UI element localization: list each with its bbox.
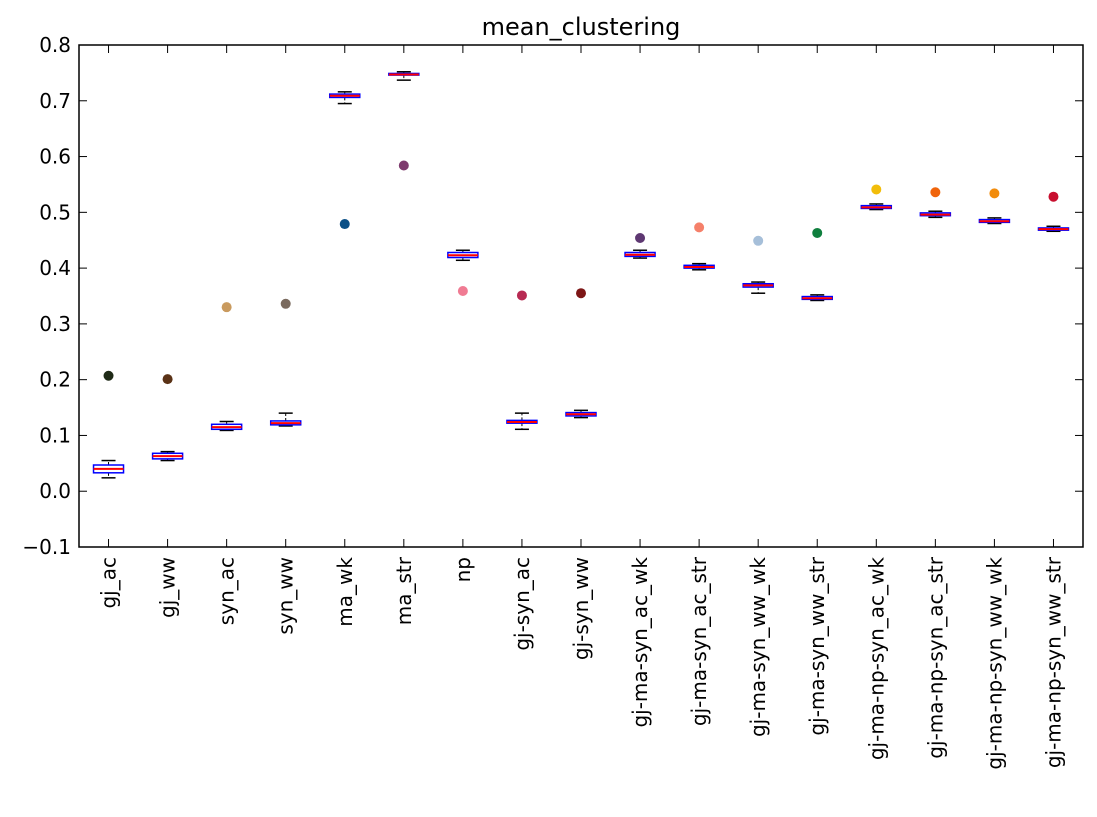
box-syn_ac [210, 420, 243, 432]
point-gj-ma-syn_ww_wk [753, 235, 764, 246]
point-gj-syn_ac [516, 290, 527, 301]
x-tick-label: gj-ma-np-syn_ww_str [1041, 556, 1065, 768]
y-tick-label: 0.3 [39, 312, 71, 336]
box-gj-ma-syn_ww_wk [742, 281, 774, 294]
x-tick-label: gj-ma-syn_ww_wk [746, 557, 770, 737]
y-tick-label: 0.8 [39, 33, 71, 57]
box-gj-ma-np-syn_ac_str [919, 210, 952, 219]
x-tick-label: gj-ma-syn_ww_str [805, 556, 829, 735]
plot-area [92, 71, 1070, 479]
box-gj-ma-np-syn_ww_wk [978, 217, 1011, 225]
y-tick-label: 0.2 [39, 368, 71, 392]
box-gj-ma-syn_ac_wk [624, 249, 656, 259]
box-ma_str [388, 71, 420, 81]
box-gj-ma-syn_ac_str [683, 262, 715, 271]
box-np [447, 249, 479, 262]
point-ma_wk [339, 219, 350, 230]
point-gj-ma-syn_ac_wk [635, 232, 646, 243]
y-axis: −0.1 0.0 0.1 0.2 0.3 0.4 0.5 0.6 0.7 0.8 [22, 33, 1083, 559]
x-tick-label: gj-syn_ac [510, 557, 534, 651]
chart-title: mean_clustering [482, 13, 681, 41]
x-tick-label: gj_ac [97, 557, 121, 609]
x-tick-label: syn_ww [274, 557, 298, 635]
point-gj_ww [162, 374, 173, 385]
x-tick-label: gj-ma-np-syn_ww_wk [982, 557, 1006, 770]
point-gj-syn_ww [576, 288, 586, 299]
x-tick-label: gj_ww [156, 557, 180, 618]
y-tick-label: 0.6 [39, 145, 71, 169]
y-tick-label: 0.1 [39, 423, 71, 447]
y-tick-label: 0.0 [39, 479, 71, 503]
point-gj-ma-syn_ac_str [694, 222, 705, 233]
box-gj_ac [92, 459, 125, 479]
x-axis: gj_ac gj_ww syn_ac syn_ww ma_wk ma_str np gj-sy… [97, 45, 1065, 770]
point-gj-ma-np-syn_ac_str [930, 187, 941, 198]
point-gj-ma-np-syn_ww_str [1048, 191, 1059, 202]
x-tick-label: gj-ma-np-syn_ac_str [923, 556, 947, 758]
box-gj-ma-syn_ww_str [801, 294, 833, 302]
point-gj-ma-np-syn_ac_wk [871, 184, 882, 195]
x-tick-label: gj-ma-syn_ac_str [687, 556, 711, 726]
x-tick-label: gj-syn_ww [569, 557, 593, 660]
box-syn_ww [269, 412, 302, 427]
x-tick-label: np [451, 557, 475, 582]
y-tick-label: 0.5 [39, 200, 71, 224]
point-syn_ac [221, 302, 232, 313]
point-np [457, 285, 468, 296]
point-gj_ac [103, 370, 114, 381]
point-syn_ww [280, 298, 291, 309]
x-tick-label: ma_wk [333, 557, 357, 627]
y-tick-label: 0.7 [39, 89, 71, 113]
x-tick-label: gj-ma-np-syn_ac_wk [864, 557, 888, 761]
point-gj-ma-syn_ww_str [812, 227, 823, 238]
x-tick-label: syn_ac [215, 557, 239, 625]
x-tick-label: gj-ma-syn_ac_wk [628, 557, 652, 728]
point-ma_str [398, 160, 409, 171]
point-gj-ma-np-syn_ww_wk [989, 188, 1000, 199]
box-gj-ma-np-syn_ww_str [1037, 225, 1070, 233]
box-gj-ma-np-syn_ac_wk [860, 203, 893, 211]
x-tick-label: ma_str [392, 556, 416, 625]
box-gj-syn_ww [565, 409, 597, 419]
box-gj-syn_ac [506, 412, 538, 431]
box-ma_wk [329, 91, 361, 105]
y-tick-label: 0.4 [39, 256, 71, 280]
y-tick-label: −0.1 [22, 535, 71, 559]
box-gj_ww [151, 450, 184, 462]
